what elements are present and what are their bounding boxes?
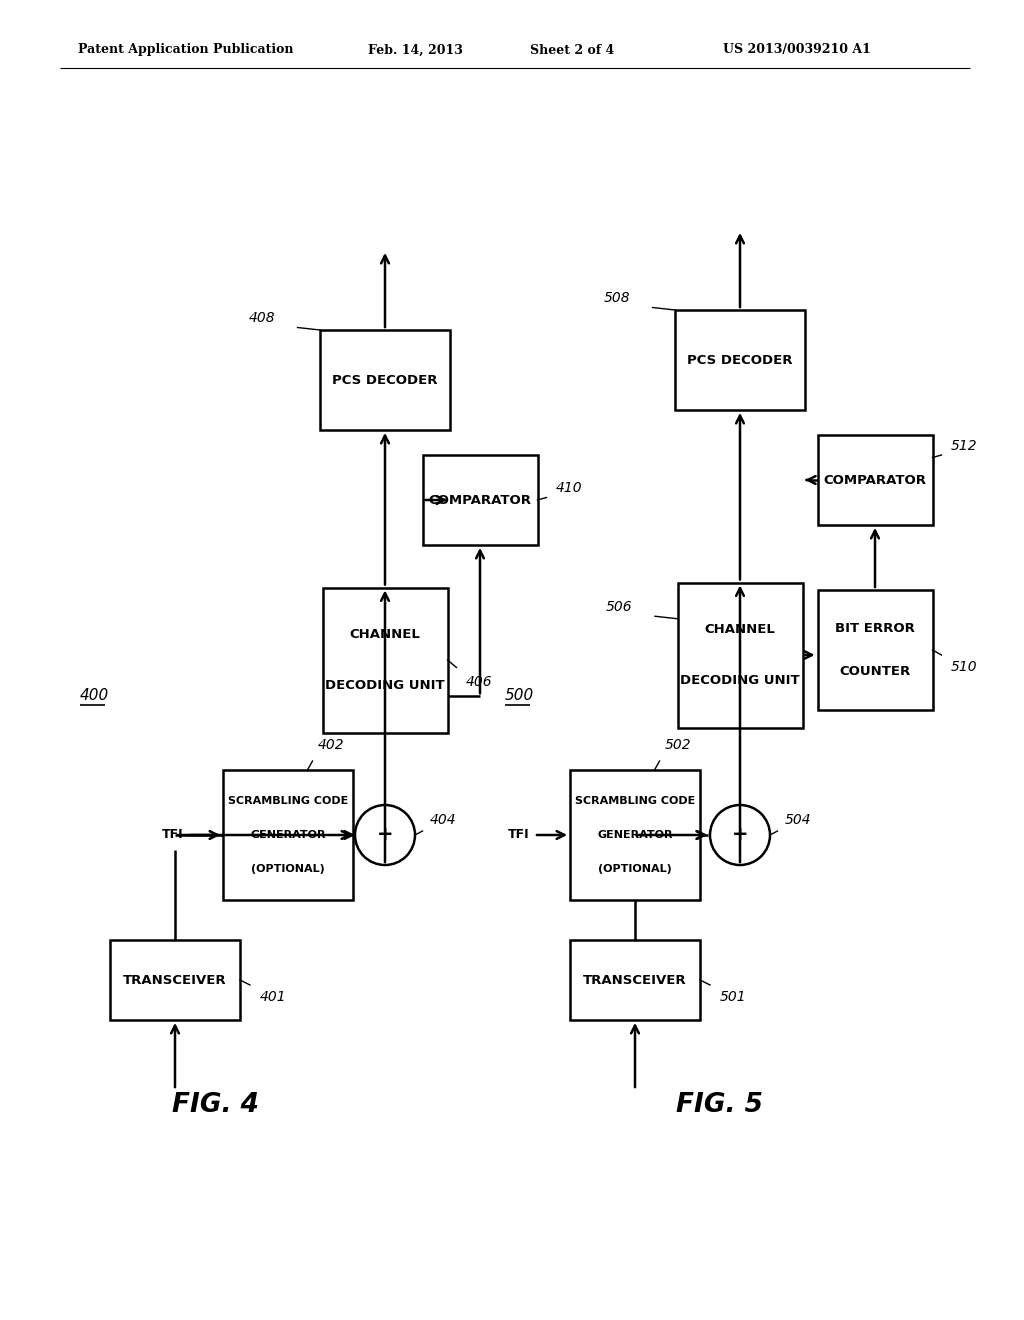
Text: COMPARATOR: COMPARATOR <box>823 474 927 487</box>
Text: TRANSCEIVER: TRANSCEIVER <box>584 974 687 986</box>
Bar <box>323 587 447 733</box>
Circle shape <box>710 805 770 865</box>
Text: DECODING UNIT: DECODING UNIT <box>680 675 800 688</box>
Bar <box>675 310 805 411</box>
Bar <box>570 770 700 900</box>
Text: BIT ERROR: BIT ERROR <box>835 622 914 635</box>
Text: 504: 504 <box>785 813 812 828</box>
Circle shape <box>355 805 415 865</box>
Text: 510: 510 <box>950 660 977 675</box>
Bar <box>817 590 933 710</box>
Bar <box>110 940 240 1020</box>
Text: 508: 508 <box>603 290 630 305</box>
Text: FIG. 5: FIG. 5 <box>677 1092 764 1118</box>
Text: CHANNEL: CHANNEL <box>349 627 421 640</box>
Text: TFI: TFI <box>162 829 183 842</box>
Text: 400: 400 <box>80 688 110 702</box>
Text: +: + <box>732 825 749 845</box>
Text: GENERATOR: GENERATOR <box>250 830 326 840</box>
Text: COUNTER: COUNTER <box>840 665 910 678</box>
Bar <box>570 940 700 1020</box>
Text: CHANNEL: CHANNEL <box>705 623 775 636</box>
Text: DECODING UNIT: DECODING UNIT <box>326 680 444 693</box>
Text: 506: 506 <box>606 599 633 614</box>
Text: PCS DECODER: PCS DECODER <box>332 374 437 387</box>
Text: SCRAMBLING CODE: SCRAMBLING CODE <box>574 796 695 805</box>
Text: US 2013/0039210 A1: US 2013/0039210 A1 <box>723 44 870 57</box>
Text: GENERATOR: GENERATOR <box>597 830 673 840</box>
Text: 404: 404 <box>430 813 457 828</box>
Text: 502: 502 <box>665 738 691 752</box>
Text: SCRAMBLING CODE: SCRAMBLING CODE <box>228 796 348 805</box>
Text: COMPARATOR: COMPARATOR <box>428 494 531 507</box>
Text: 512: 512 <box>950 438 977 453</box>
Bar <box>319 330 450 430</box>
Text: TRANSCEIVER: TRANSCEIVER <box>123 974 226 986</box>
Text: 500: 500 <box>505 688 535 702</box>
Text: 406: 406 <box>466 675 493 689</box>
Text: Feb. 14, 2013: Feb. 14, 2013 <box>368 44 463 57</box>
Text: (OPTIONAL): (OPTIONAL) <box>598 865 672 874</box>
Text: Patent Application Publication: Patent Application Publication <box>78 44 294 57</box>
Text: +: + <box>377 825 393 845</box>
Text: 401: 401 <box>260 990 287 1005</box>
Text: 410: 410 <box>555 480 582 495</box>
Bar <box>423 455 538 545</box>
Bar <box>678 582 803 727</box>
Text: PCS DECODER: PCS DECODER <box>687 354 793 367</box>
Bar <box>817 436 933 525</box>
Text: (OPTIONAL): (OPTIONAL) <box>251 865 325 874</box>
Text: Sheet 2 of 4: Sheet 2 of 4 <box>530 44 614 57</box>
Text: FIG. 4: FIG. 4 <box>171 1092 258 1118</box>
Text: TFI: TFI <box>508 829 530 842</box>
Text: 408: 408 <box>249 312 275 325</box>
Bar <box>223 770 353 900</box>
Text: 501: 501 <box>720 990 746 1005</box>
Text: 402: 402 <box>317 738 344 752</box>
